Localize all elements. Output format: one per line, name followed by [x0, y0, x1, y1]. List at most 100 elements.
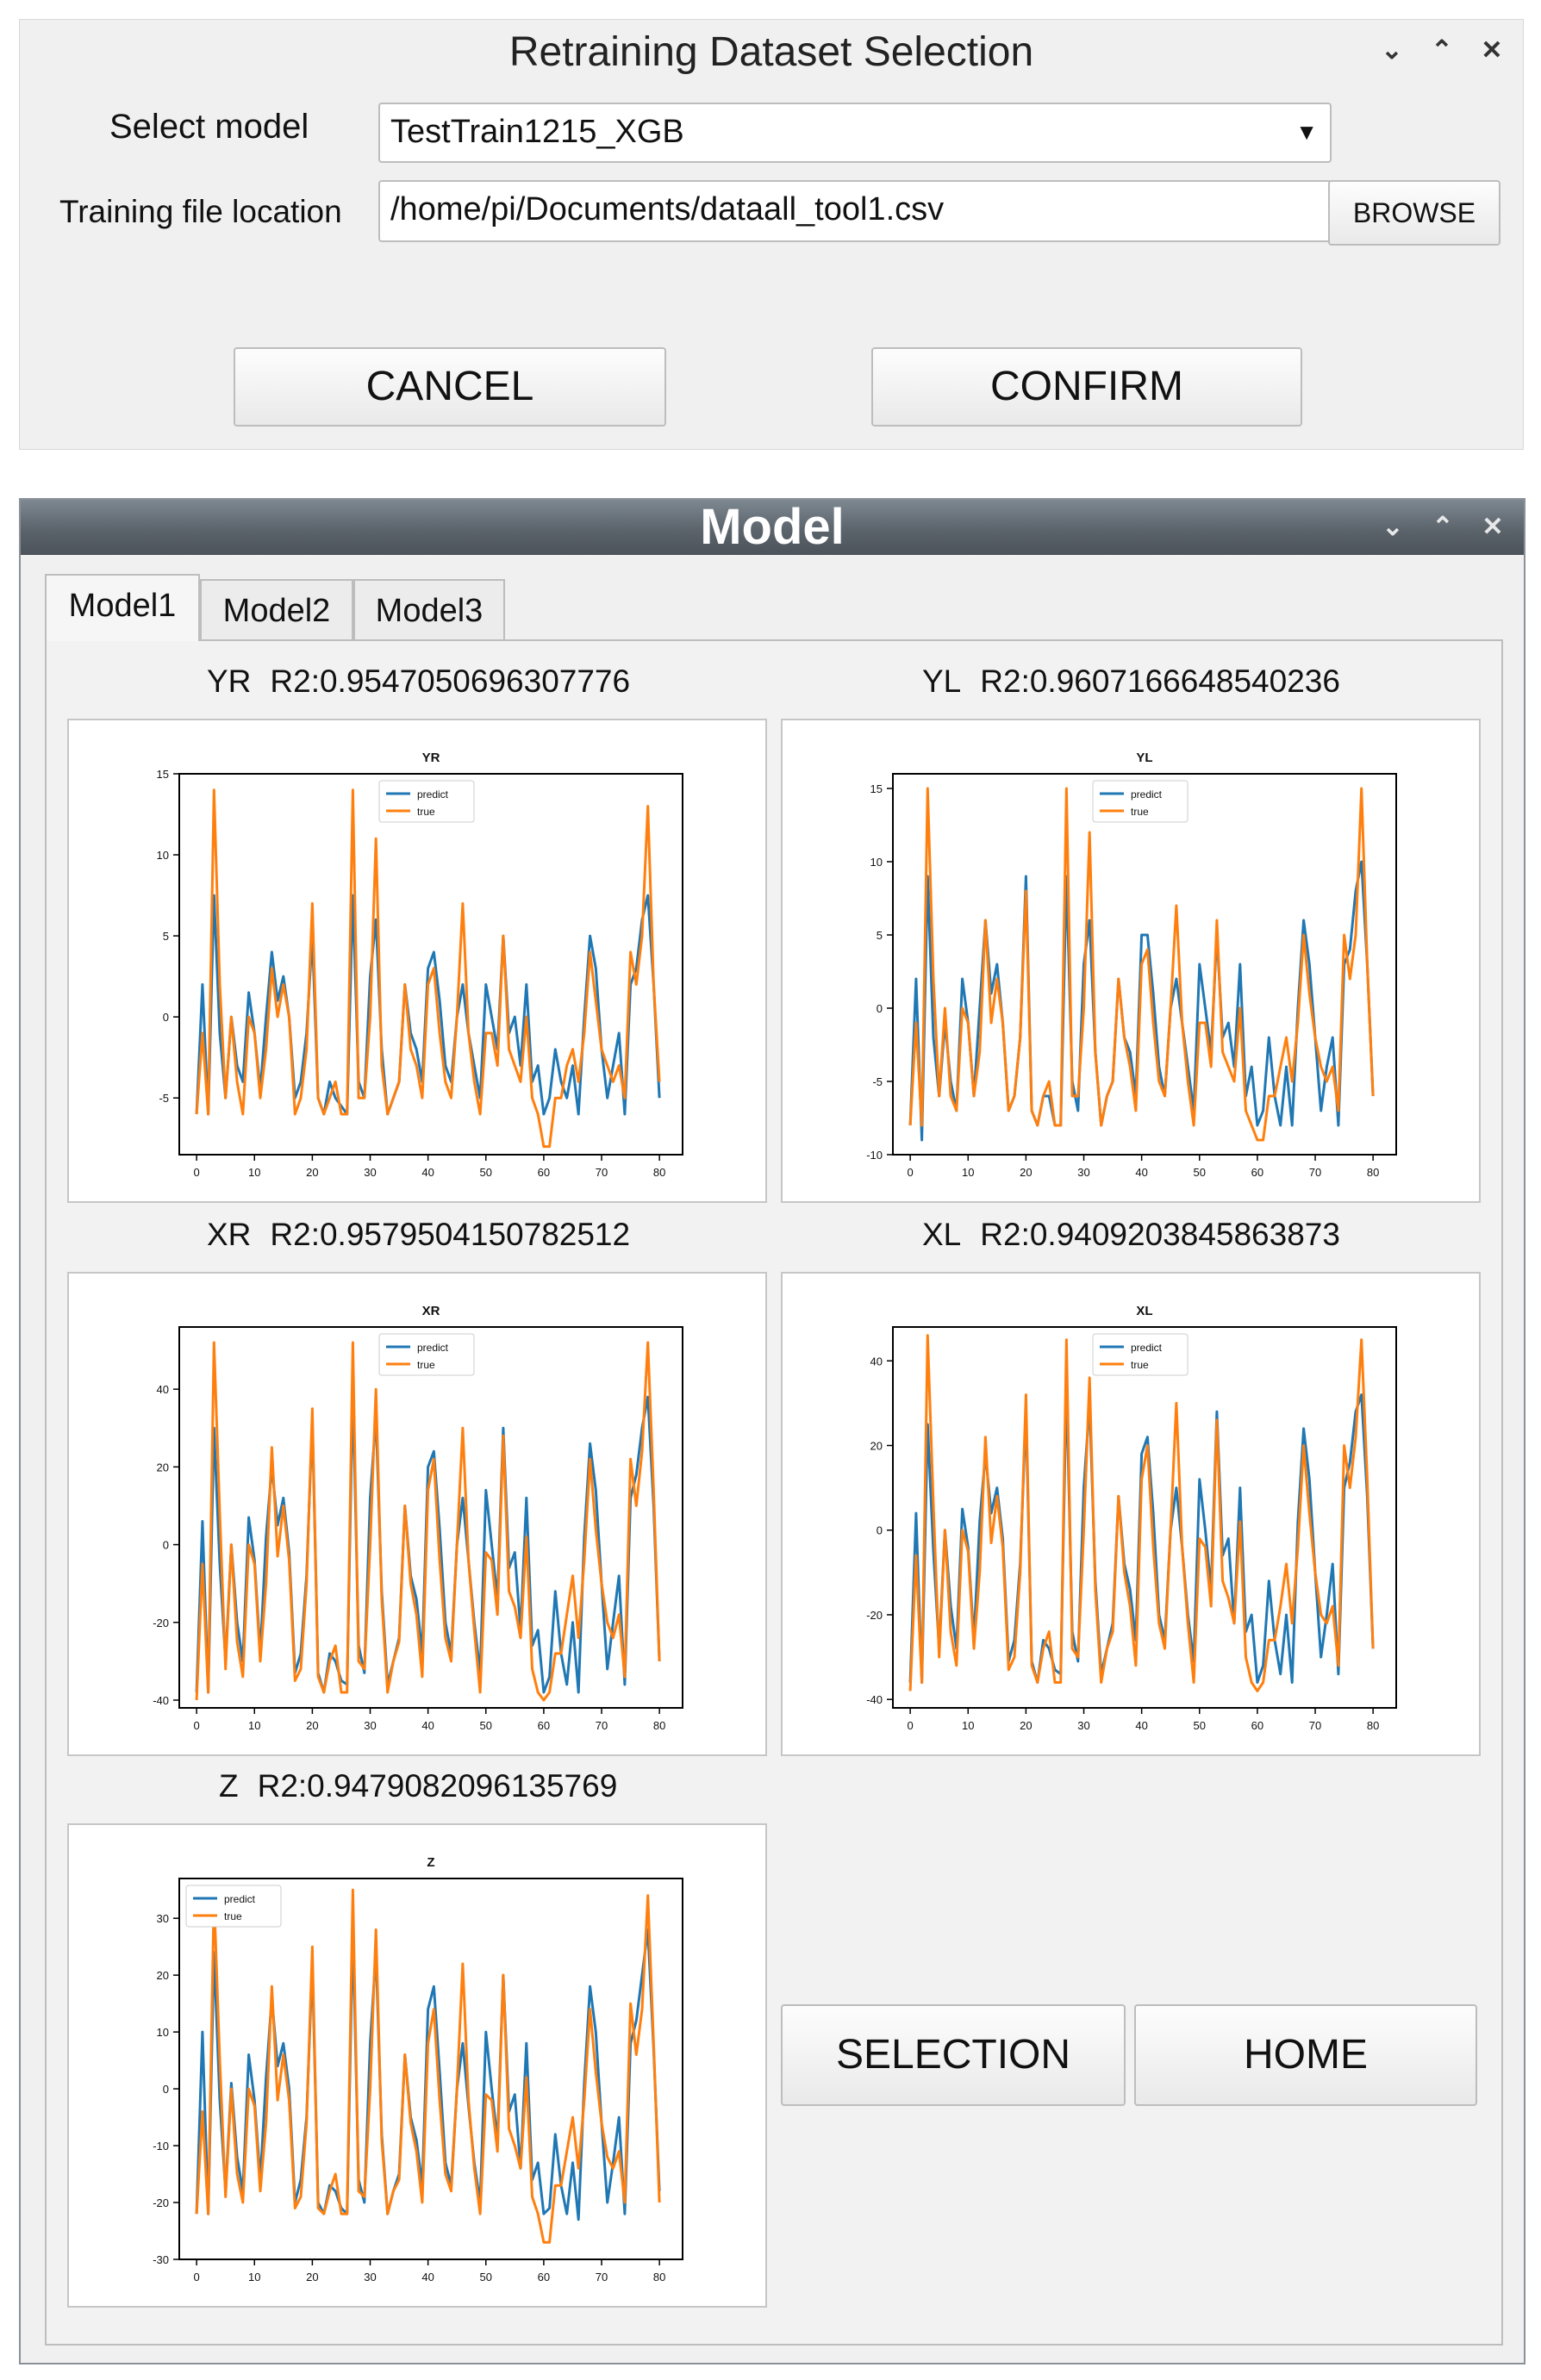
x-tick-label: 60 — [538, 1166, 550, 1179]
chart-z-svg: Z 0 10 20 30 40 50 60 70 80 -30 -20 -10 0 10 20 30 predic… — [153, 1855, 683, 2283]
legend-label-true: true — [224, 1910, 242, 1922]
model-window: Model ⌄ ⌃ ✕ Model1 Model2 Model3 YR R2:0.… — [19, 498, 1525, 2364]
x-tick-label: 80 — [653, 2271, 665, 2283]
close-icon[interactable]: ✕ — [1481, 36, 1503, 65]
x-tick-label: 50 — [1194, 1166, 1206, 1179]
y-tick-label: 0 — [163, 1011, 169, 1024]
y-tick-label: 0 — [163, 1539, 169, 1552]
x-tick-label: 0 — [194, 1719, 200, 1732]
x-tick-label: 0 — [194, 1166, 200, 1179]
model-titlebar: Model ⌄ ⌃ ✕ — [21, 500, 1524, 555]
x-tick-label: 80 — [653, 1166, 665, 1179]
close-icon[interactable]: ✕ — [1482, 513, 1504, 541]
x-tick-label: 50 — [480, 1166, 492, 1179]
tab-model2[interactable]: Model2 — [200, 579, 353, 641]
x-tick-label: 30 — [1077, 1719, 1089, 1732]
chart-frame — [178, 773, 683, 1156]
plot-title-yr: YR R2:0.9547050696307776 — [207, 664, 631, 699]
series-line-predict — [195, 1387, 661, 1694]
select-model-value: TestTrain1215_XGB — [390, 114, 684, 150]
chart-title: YR — [422, 751, 440, 765]
cancel-button[interactable]: CANCEL — [234, 347, 666, 427]
y-tick-label: -40 — [153, 1694, 169, 1707]
x-tick-label: 10 — [248, 1719, 260, 1732]
x-tick-label: 50 — [480, 2271, 492, 2283]
y-tick-label: 20 — [157, 1461, 169, 1473]
x-tick-label: 70 — [1309, 1719, 1321, 1732]
x-tick-label: 10 — [248, 1166, 260, 1179]
x-tick-label: 60 — [1251, 1719, 1263, 1732]
plot-title-xl: XL R2:0.9409203845863873 — [922, 1217, 1340, 1252]
y-tick-label: -20 — [153, 1617, 169, 1629]
x-tick-label: 70 — [1309, 1166, 1321, 1179]
x-tick-label: 40 — [421, 2271, 434, 2283]
x-tick-label: 50 — [1194, 1719, 1206, 1732]
legend-label-predict: predict — [417, 1342, 449, 1354]
home-button[interactable]: HOME — [1134, 2004, 1477, 2106]
x-tick-label: 20 — [306, 1166, 318, 1179]
confirm-button[interactable]: CONFIRM — [871, 347, 1302, 427]
browse-button[interactable]: BROWSE — [1328, 180, 1500, 246]
chart-frame — [892, 773, 1397, 1156]
x-tick-label: 80 — [653, 1719, 665, 1732]
x-tick-label: 80 — [1367, 1719, 1379, 1732]
x-tick-label: 60 — [538, 1719, 550, 1732]
x-tick-label: 20 — [306, 1719, 318, 1732]
series-line-predict — [908, 860, 1375, 1142]
x-tick-label: 0 — [908, 1719, 914, 1732]
legend-label-predict: predict — [1131, 1342, 1163, 1354]
y-tick-label: -10 — [153, 2140, 169, 2153]
plot-yl: YL 0 10 20 30 40 50 60 70 80 -10 -5 0 5 10 15 predict tru… — [781, 719, 1481, 1203]
y-tick-label: 40 — [157, 1383, 169, 1396]
y-tick-label: 10 — [157, 849, 169, 862]
retraining-dialog: Retraining Dataset Selection ⌄ ⌃ ✕ Selec… — [19, 19, 1524, 450]
chart-xr-svg: XR 0 10 20 30 40 50 60 70 80 -40 -20 0 20 40 predict tru… — [153, 1304, 683, 1732]
y-tick-label: -5 — [872, 1075, 883, 1088]
series-line-true — [195, 1888, 661, 2244]
legend-label-predict: predict — [417, 788, 449, 801]
series-line-true — [908, 787, 1375, 1142]
x-tick-label: 70 — [596, 1166, 608, 1179]
plot-z: Z 0 10 20 30 40 50 60 70 80 -30 -20 -10 0 10 20 30 predic… — [67, 1823, 767, 2308]
legend-label-predict: predict — [224, 1893, 256, 1905]
legend-label-true: true — [417, 806, 435, 818]
x-tick-label: 0 — [194, 2271, 200, 2283]
tab-model1[interactable]: Model1 — [45, 574, 200, 641]
chart-title: Z — [427, 1855, 434, 1870]
x-tick-label: 30 — [1077, 1166, 1089, 1179]
y-tick-label: 5 — [877, 929, 883, 942]
tab-model3[interactable]: Model3 — [353, 579, 505, 641]
y-tick-label: -20 — [153, 2196, 169, 2209]
tab-pane-model1: YR R2:0.9547050696307776 YL R2:0.960716664… — [45, 639, 1503, 2346]
y-tick-label: -40 — [866, 1693, 883, 1706]
y-tick-label: -5 — [159, 1092, 169, 1105]
x-tick-label: 40 — [1135, 1166, 1147, 1179]
y-tick-label: 0 — [163, 2083, 169, 2096]
legend-label-true: true — [1131, 1359, 1149, 1371]
minimize-icon[interactable]: ⌄ — [1382, 513, 1404, 541]
plot-xl: XL 0 10 20 30 40 50 60 70 80 -40 -20 0 20 40 predict tru… — [781, 1272, 1481, 1756]
maximize-icon[interactable]: ⌃ — [1432, 513, 1454, 541]
y-tick-label: 15 — [157, 768, 169, 781]
file-location-input[interactable]: /home/pi/Documents/dataall_tool1.csv — [378, 180, 1332, 242]
dialog-title: Retraining Dataset Selection — [508, 29, 1034, 75]
y-tick-label: 40 — [870, 1355, 883, 1368]
x-tick-label: 80 — [1367, 1166, 1379, 1179]
chart-yl-svg: YL 0 10 20 30 40 50 60 70 80 -10 -5 0 5 10 15 predict tru… — [866, 751, 1397, 1179]
model-window-title: Model — [700, 499, 845, 555]
model-window-controls: ⌄ ⌃ ✕ — [1381, 512, 1505, 542]
plot-xr: XR 0 10 20 30 40 50 60 70 80 -40 -20 0 20 40 predict tru… — [67, 1272, 767, 1756]
minimize-icon[interactable]: ⌄ — [1381, 36, 1403, 65]
x-tick-label: 60 — [1251, 1166, 1263, 1179]
selection-button[interactable]: SELECTION — [781, 2004, 1126, 2106]
maximize-icon[interactable]: ⌃ — [1431, 36, 1453, 65]
y-tick-label: 5 — [163, 930, 169, 943]
y-tick-label: 0 — [877, 1002, 883, 1015]
chart-frame — [178, 1878, 683, 2260]
x-tick-label: 20 — [1020, 1719, 1032, 1732]
x-tick-label: 30 — [364, 1166, 376, 1179]
chart-yr-svg: YR 0 10 20 30 40 50 60 70 80 -5 0 5 10 15 predict true — [157, 751, 683, 1179]
y-tick-label: 10 — [870, 856, 883, 869]
select-model-dropdown[interactable]: TestTrain1215_XGB ▼ — [378, 103, 1332, 163]
x-tick-label: 40 — [1135, 1719, 1147, 1732]
